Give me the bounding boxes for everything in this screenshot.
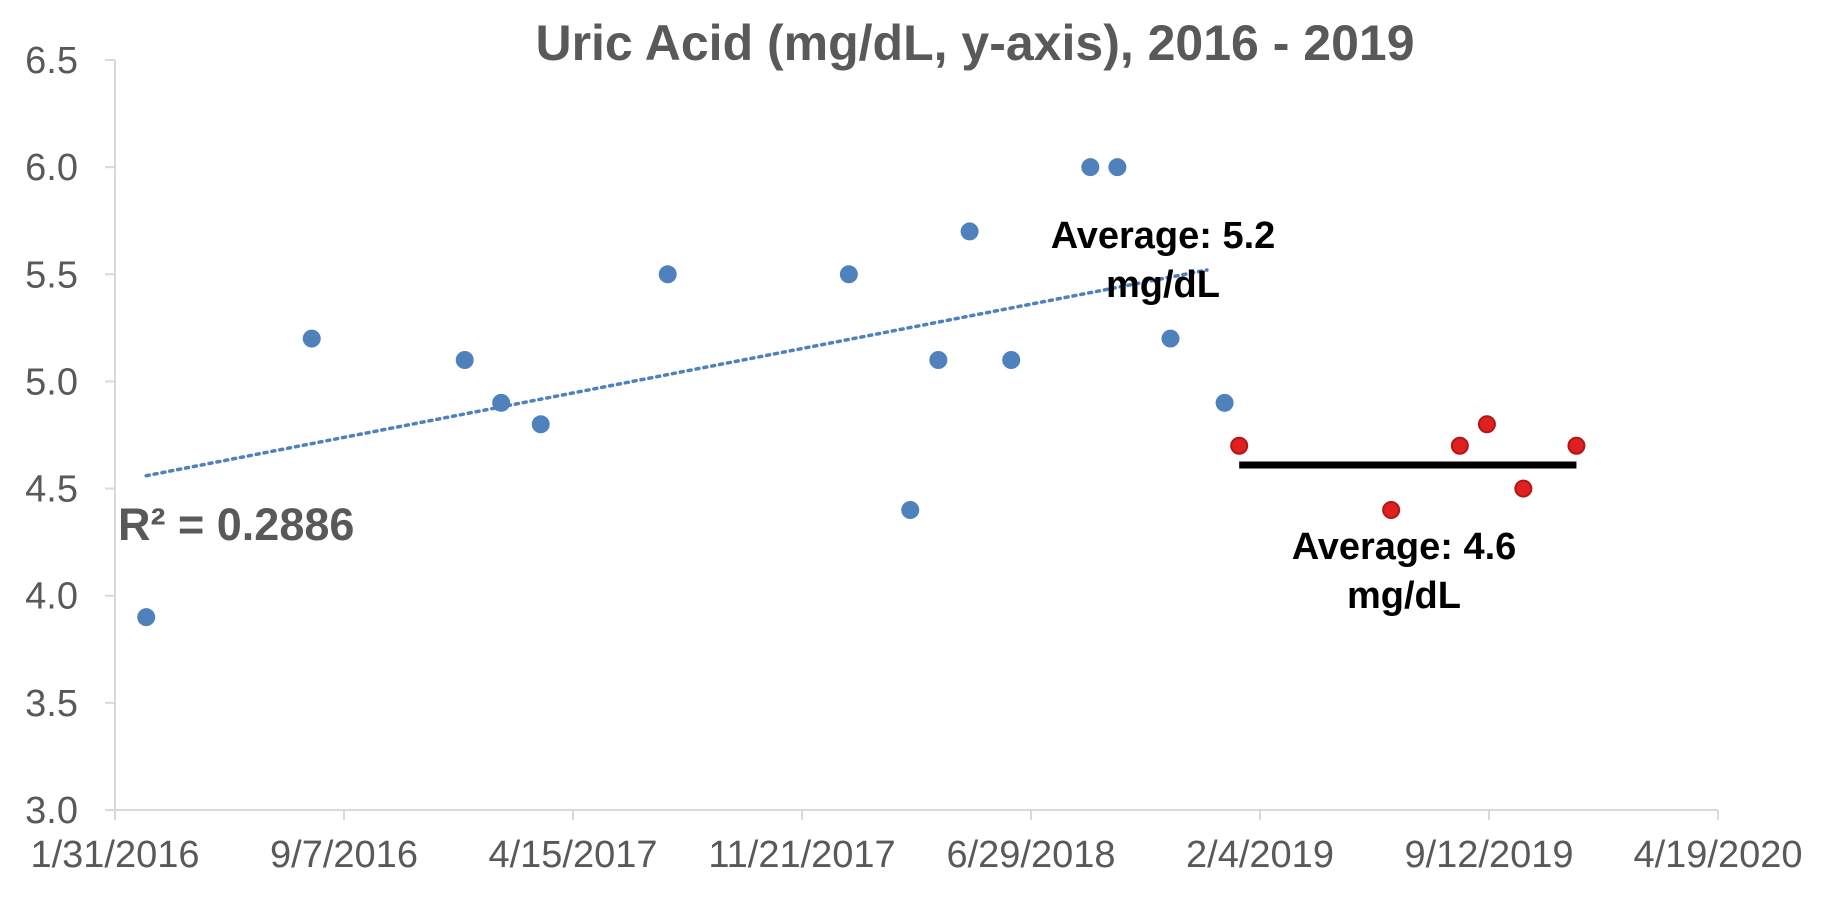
y-tick-label: 3.5 [25,683,78,725]
series-2019 [1230,415,1586,519]
data-point-2019 [1382,501,1401,519]
data-point-2016-2018 [302,329,321,348]
y-tick-label: 4.0 [25,576,78,618]
y-tick-label: 3.0 [25,790,78,832]
x-tick-label: 11/21/2017 [708,834,895,876]
data-point-2016-2018 [1161,329,1180,348]
data-point-2016-2018 [1108,158,1127,177]
data-point-2016-2018 [960,222,979,241]
axes [114,60,1718,811]
data-point-2016-2018 [492,393,511,412]
data-point-2019 [1450,436,1469,455]
y-tick-label: 6.5 [25,40,78,82]
data-point-2019 [1230,436,1249,455]
series-2016-2018 [137,158,1234,627]
data-point-2016-2018 [1002,351,1021,369]
data-point-2019 [1477,415,1496,434]
trendline [144,268,1209,478]
data-point-2019 [1514,479,1533,498]
y-tick-label: 4.5 [25,469,78,511]
chart-title: Uric Acid (mg/dL, y-axis), 2016 - 2019 [535,15,1414,71]
average-annotation-2-line-1: Average: 4.6 [1292,526,1517,568]
average-annotation-1-line-2: mg/dL [1106,264,1220,306]
data-point-2016-2018 [901,501,920,519]
r-squared-label: R² = 0.2886 [118,499,354,550]
x-tick-label: 2/4/2019 [1186,834,1334,876]
data-point-2016-2018 [137,608,156,627]
average-annotation-1-line-1: Average: 5.2 [1051,215,1276,257]
data-point-2016-2018 [839,265,858,284]
average-annotation-2-line-2: mg/dL [1347,575,1461,617]
x-tick-label: 4/19/2020 [1633,834,1802,876]
data-point-2016-2018 [1215,393,1234,412]
data-point-2016-2018 [1081,158,1100,177]
data-point-2016-2018 [455,351,474,369]
y-tick-label: 5.0 [25,361,78,403]
y-tick-label: 5.5 [25,254,78,296]
data-point-2016-2018 [929,351,948,369]
x-tick-label: 1/31/2016 [30,834,199,876]
y-tick-label: 6.0 [25,147,78,189]
x-tick-label: 9/12/2019 [1404,834,1573,876]
x-tick-label: 6/29/2018 [946,834,1115,876]
data-point-2019 [1567,436,1586,455]
data-point-2016-2018 [531,415,550,434]
x-tick-label: 9/7/2016 [270,834,418,876]
data-point-2016-2018 [658,265,677,284]
x-axis-ticks: 1/31/2016 9/7/2016 4/15/2017 11/21/2017 6/29… [30,810,1803,876]
x-tick-label: 4/15/2017 [488,834,657,876]
y-axis-ticks: 3.0 3.5 4.0 4.5 5.0 5.5 6.0 6.5 [25,40,115,832]
